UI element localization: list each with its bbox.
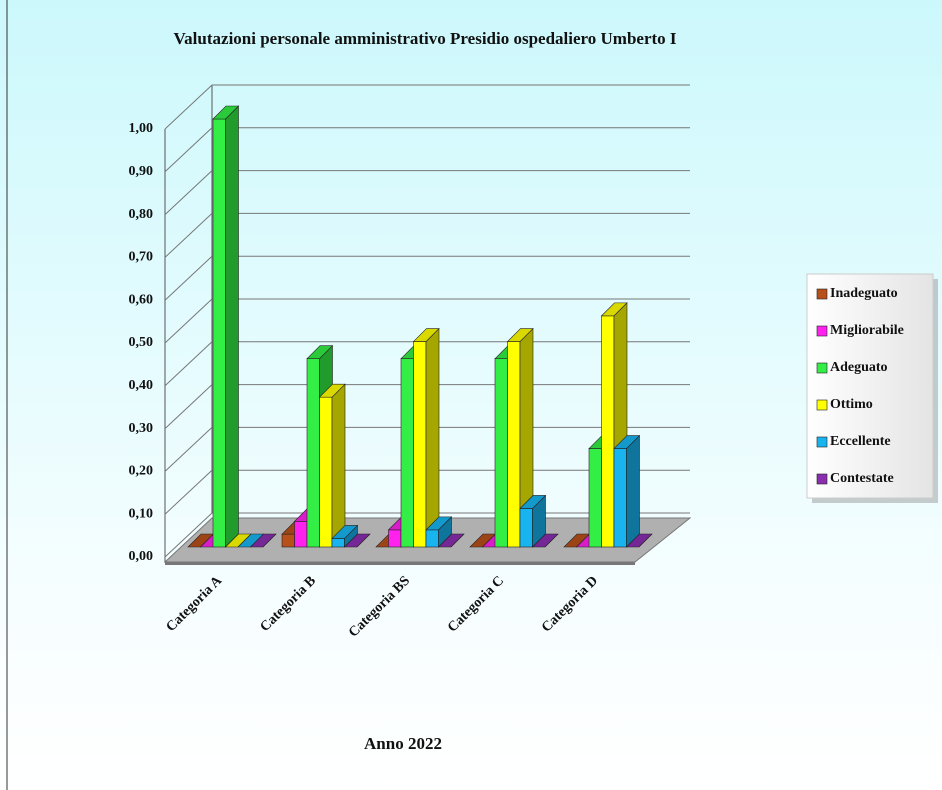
bar (249, 533, 277, 548)
bar-front (588, 448, 602, 548)
bar-top (625, 533, 653, 548)
bar-top (506, 328, 534, 342)
bar-top (318, 383, 346, 398)
grid-line (164, 298, 213, 344)
bar-top (531, 533, 559, 548)
bar (343, 533, 371, 548)
bar-front (519, 508, 533, 548)
bar-top (425, 516, 453, 531)
grid-line (164, 469, 213, 515)
y-tick-label: 0,30 (129, 421, 154, 436)
legend-label: Ottimo (830, 397, 873, 412)
bar-front (294, 521, 308, 548)
bar-front (425, 529, 439, 548)
y-tick-label: 0,40 (129, 378, 154, 393)
bar-top (343, 533, 371, 548)
legend-swatch (816, 399, 828, 411)
bar-front (507, 341, 521, 548)
bar-front (613, 448, 627, 548)
plot: 0,00 0,10 0,20 0,30 0,40 0,50 0,60 0,70 0,80 0,90… (129, 84, 692, 640)
y-tick-label: 0,50 (129, 335, 154, 350)
bar-front (281, 533, 295, 548)
bar (318, 383, 346, 548)
bar-front (306, 358, 320, 548)
bar (425, 516, 453, 548)
y-tick-label: 0,60 (129, 292, 154, 307)
legend-label: Contestate (830, 471, 894, 486)
bar-side (225, 105, 239, 548)
x-axis-label: Anno 2022 (364, 734, 442, 753)
legend (806, 273, 934, 499)
bar-front (400, 358, 414, 548)
grid-line (164, 213, 213, 258)
y-tick-label: 0,00 (129, 549, 154, 564)
legend-swatch (816, 288, 828, 300)
bar-top (613, 435, 641, 449)
bar-top (249, 533, 277, 548)
bar-front (319, 396, 333, 548)
bar-top (212, 105, 240, 120)
legend-swatch (816, 436, 828, 448)
bar (613, 434, 641, 548)
legend-label: Eccellente (830, 434, 891, 449)
bar-front (413, 341, 427, 548)
bar (331, 524, 359, 548)
y-tick-label: 0,90 (129, 164, 154, 179)
legend-swatch (816, 473, 828, 485)
grid-line (164, 427, 213, 472)
bar-side (626, 434, 640, 548)
bar (437, 533, 465, 548)
bar-top (519, 495, 547, 509)
legend-label: Adeguato (830, 360, 888, 375)
grid-line (164, 255, 213, 301)
legend-label: Inadeguato (830, 286, 898, 301)
bar (519, 494, 547, 548)
y-tick-label: 0,20 (129, 464, 154, 479)
legend-label: Migliorabile (830, 323, 904, 338)
bar-top (331, 525, 359, 539)
bar (412, 327, 440, 548)
grid-line (164, 384, 213, 429)
bar-front (331, 538, 345, 548)
chart-title: Valutazioni personale amministrativo Pre… (173, 29, 676, 48)
y-tick-label: 0,70 (129, 250, 154, 265)
legend-swatch (816, 362, 828, 374)
y-tick-label: 0,80 (129, 207, 154, 222)
bar (212, 105, 240, 548)
bar (625, 533, 653, 548)
legend-swatch (816, 325, 828, 337)
bar-front (601, 315, 615, 548)
bar (506, 327, 534, 548)
y-tick-label: 0,10 (129, 506, 154, 521)
floor-edge (165, 562, 635, 565)
grid-line (164, 170, 213, 215)
bar-side (331, 383, 346, 548)
grid-line (164, 127, 213, 173)
bar-top (600, 302, 628, 317)
bar-top (437, 533, 465, 548)
bar (531, 533, 559, 548)
grid-line (164, 84, 213, 130)
grid-line (164, 341, 213, 387)
grid-line (164, 512, 213, 558)
bar-front (388, 529, 402, 548)
bar-front (212, 118, 226, 548)
bar-top (306, 345, 334, 359)
bar-side (425, 327, 440, 548)
y-tick-label: 1,00 (129, 121, 154, 136)
bar-front (494, 358, 508, 548)
bar-top (412, 328, 440, 342)
